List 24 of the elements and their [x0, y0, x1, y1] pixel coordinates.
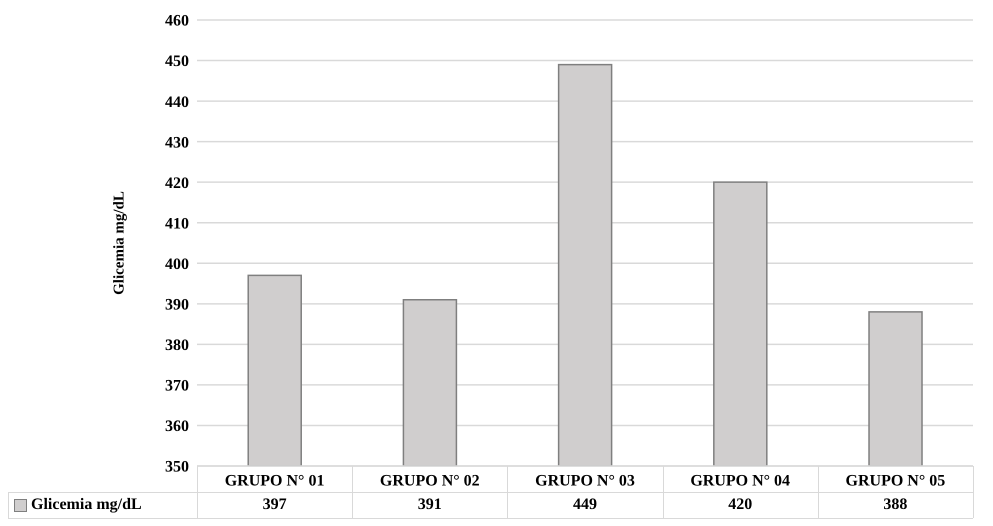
y-tick-label: 370 — [165, 378, 189, 395]
data-label: 397 — [262, 496, 288, 514]
x-tick-label: GRUPO N° 02 — [380, 472, 480, 490]
y-tick-label: 380 — [165, 337, 189, 354]
data-label: 391 — [416, 496, 443, 514]
x-tick-label: GRUPO N° 03 — [535, 472, 635, 490]
y-tick-label: 420 — [165, 174, 189, 192]
data-label: 420 — [727, 496, 754, 514]
y-axis-title: Glicemia mg/dL — [111, 191, 128, 295]
y-tick-label: 350 — [165, 458, 189, 476]
x-tick-label: GRUPO N° 01 — [224, 472, 324, 490]
y-tick-label: 360 — [165, 418, 189, 436]
y-tick-label: 400 — [165, 256, 189, 273]
x-tick-label: GRUPO N° 05 — [846, 472, 946, 490]
data-label: 449 — [572, 496, 598, 514]
y-tick-label: 460 — [165, 12, 189, 30]
y-tick-label: 410 — [165, 215, 189, 232]
y-tick-label: 430 — [165, 134, 189, 152]
y-tick-label: 450 — [165, 53, 189, 70]
y-tick-label: 390 — [165, 296, 189, 314]
y-tick-label: 440 — [165, 94, 189, 111]
x-tick-label: GRUPO N° 04 — [690, 472, 790, 490]
data-label: 388 — [882, 496, 908, 514]
legend-label: Glicemia mg/dL — [31, 496, 142, 514]
